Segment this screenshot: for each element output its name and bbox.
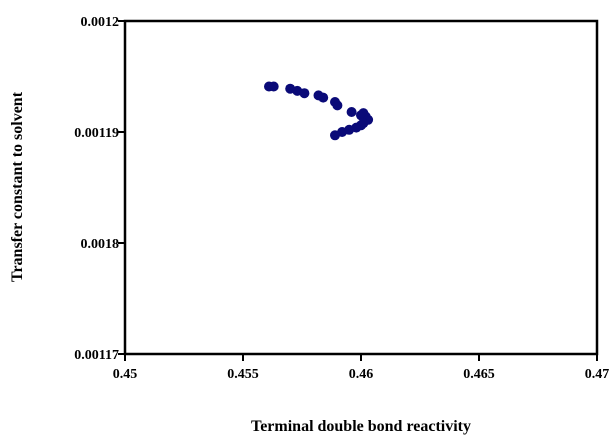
data-point bbox=[332, 100, 343, 111]
x-tick-label: 0.46 bbox=[349, 367, 374, 382]
data-point bbox=[330, 130, 340, 141]
y-tick-label: 0.0018 bbox=[81, 237, 120, 252]
x-axis-label: Terminal double bond reactivity bbox=[251, 418, 471, 435]
plot-area-frame bbox=[123, 19, 599, 356]
x-tick-label: 0.45 bbox=[113, 367, 138, 382]
x-tick-label: 0.455 bbox=[227, 367, 259, 382]
x-tick-label: 0.47 bbox=[585, 367, 610, 382]
data-point bbox=[268, 81, 279, 92]
y-axis-ticks: 0.00117 0.0018 0.00119 0.0012 bbox=[74, 15, 125, 363]
data-point bbox=[346, 107, 357, 117]
x-axis-ticks: 0.45 0.455 0.46 0.465 0.47 bbox=[113, 354, 610, 382]
data-points bbox=[264, 81, 374, 141]
y-tick-label: 0.0012 bbox=[81, 15, 120, 30]
data-point bbox=[299, 88, 310, 99]
y-tick-label: 0.00117 bbox=[74, 348, 119, 363]
data-point bbox=[318, 92, 329, 103]
y-tick-label: 0.00119 bbox=[74, 126, 119, 141]
y-axis-label: Transfer constant to solvent bbox=[9, 91, 26, 282]
x-tick-label: 0.465 bbox=[463, 367, 495, 382]
